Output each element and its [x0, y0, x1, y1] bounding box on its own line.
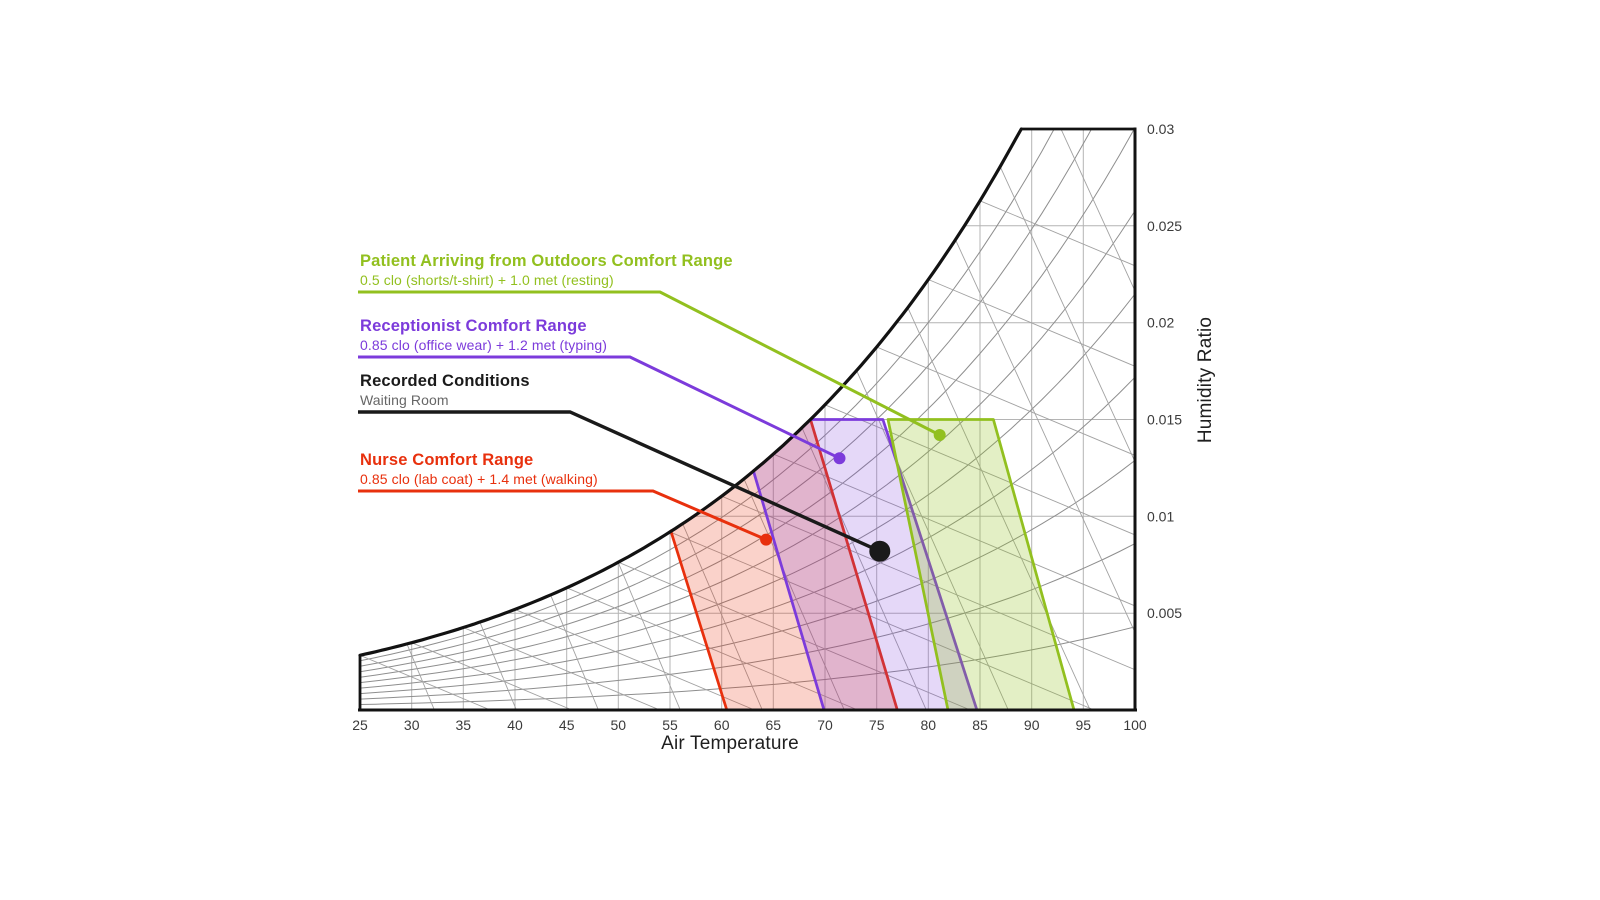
svg-text:100: 100 — [1123, 717, 1147, 733]
legend-title: Patient Arriving from Outdoors Comfort R… — [360, 252, 733, 270]
legend-nurse-comfort-range: Nurse Comfort Range 0.85 clo (lab coat) … — [360, 451, 598, 488]
svg-text:0.02: 0.02 — [1147, 315, 1174, 331]
svg-text:0.01: 0.01 — [1147, 508, 1174, 524]
legend-title: Recorded Conditions — [360, 372, 530, 390]
x-tick-labels: 25 30 35 40 45 50 55 60 65 70 75 80 85 90 95 100 — [352, 717, 1147, 733]
svg-text:25: 25 — [352, 717, 368, 733]
legend-subtitle: 0.5 clo (shorts/t-shirt) + 1.0 met (rest… — [360, 272, 614, 288]
svg-text:0.005: 0.005 — [1147, 605, 1182, 621]
y-axis-title: Humidity Ratio — [1195, 316, 1216, 444]
y-tick-labels: 0.005 0.01 0.015 0.02 0.025 0.03 — [1147, 121, 1182, 621]
marker-receptionist_zone — [833, 452, 846, 465]
legend-recorded-conditions: Recorded Conditions Waiting Room — [360, 372, 530, 409]
svg-text:0.025: 0.025 — [1147, 218, 1182, 234]
svg-text:60: 60 — [714, 717, 730, 733]
legend-subtitle: 0.85 clo (lab coat) + 1.4 met (walking) — [360, 471, 598, 487]
svg-text:75: 75 — [869, 717, 885, 733]
svg-text:0.03: 0.03 — [1147, 121, 1174, 137]
svg-text:30: 30 — [404, 717, 420, 733]
legend-subtitle: Waiting Room — [360, 392, 449, 408]
x-axis-title: Air Temperature — [661, 733, 799, 754]
marker-patient_zone — [933, 429, 946, 441]
svg-text:65: 65 — [766, 717, 782, 733]
svg-text:45: 45 — [559, 717, 575, 733]
leader-receptionist_zone — [358, 355, 841, 460]
svg-text:0.015: 0.015 — [1147, 412, 1182, 428]
leader-patient_zone — [358, 290, 941, 437]
marker-recorded_point — [869, 540, 891, 562]
svg-text:85: 85 — [972, 717, 988, 733]
svg-text:80: 80 — [921, 717, 937, 733]
svg-text:70: 70 — [817, 717, 833, 733]
svg-text:50: 50 — [611, 717, 627, 733]
marker-nurse_zone — [760, 533, 773, 546]
leader-recorded_point — [358, 410, 881, 553]
leader-nurse_zone — [358, 489, 767, 541]
chart-frame — [358, 127, 1137, 712]
svg-text:40: 40 — [507, 717, 523, 733]
legend-title: Nurse Comfort Range — [360, 451, 534, 469]
svg-text:55: 55 — [662, 717, 678, 733]
svg-text:35: 35 — [456, 717, 472, 733]
svg-text:95: 95 — [1076, 717, 1092, 733]
legend-title: Receptionist Comfort Range — [360, 317, 587, 335]
legend-subtitle: 0.85 clo (office wear) + 1.2 met (typing… — [360, 337, 608, 353]
saturation-curve — [358, 127, 1023, 657]
legend-receptionist-comfort-range: Receptionist Comfort Range 0.85 clo (off… — [360, 317, 607, 354]
svg-text:90: 90 — [1024, 717, 1040, 733]
legend-patient-comfort-range: Patient Arriving from Outdoors Comfort R… — [360, 252, 733, 289]
